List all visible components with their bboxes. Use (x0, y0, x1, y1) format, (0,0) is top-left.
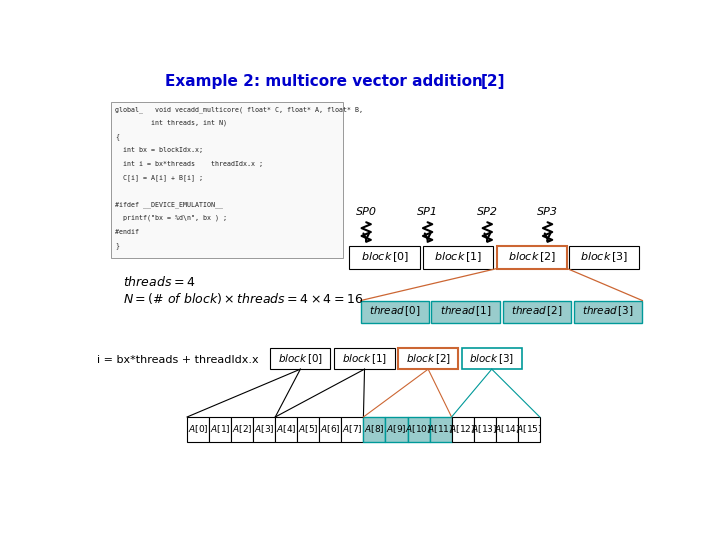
Text: i = bx*threads + threadIdx.x: i = bx*threads + threadIdx.x (96, 355, 258, 365)
Text: $thread\,[3]$: $thread\,[3]$ (582, 305, 634, 319)
Bar (462, 348, 522, 369)
Text: printf("bx = %d\n", bx ) ;: printf("bx = %d\n", bx ) ; (115, 215, 227, 221)
Text: $block\,[1]$: $block\,[1]$ (434, 250, 482, 264)
Text: $A[14]$: $A[14]$ (493, 423, 520, 435)
Text: C[i] = A[i] + B[i] ;: C[i] = A[i] + B[i] ; (115, 174, 203, 181)
Bar (503, 301, 571, 322)
Bar (187, 417, 209, 442)
Bar (341, 417, 364, 442)
Bar (569, 246, 639, 268)
Text: $block\,[3]$: $block\,[3]$ (580, 250, 628, 264)
Text: $thread\,[1]$: $thread\,[1]$ (440, 305, 492, 319)
Text: $block\,[3]$: $block\,[3]$ (469, 352, 514, 366)
Bar (495, 417, 518, 442)
Text: $block\,[2]$: $block\,[2]$ (508, 250, 556, 264)
Text: $A[13]$: $A[13]$ (472, 423, 498, 435)
Bar (349, 246, 420, 268)
Bar (209, 417, 231, 442)
Bar (275, 417, 297, 442)
Bar (270, 348, 330, 369)
Text: #ifdef __DEVICE_EMULATION__: #ifdef __DEVICE_EMULATION__ (115, 201, 223, 208)
Text: $block\,[0]$: $block\,[0]$ (361, 250, 409, 264)
Text: $block\,[0]$: $block\,[0]$ (278, 352, 323, 366)
Bar (320, 417, 341, 442)
Text: $A[4]$: $A[4]$ (276, 423, 297, 435)
Bar (451, 417, 474, 442)
Text: $A[3]$: $A[3]$ (254, 423, 274, 435)
Text: $A[2]$: $A[2]$ (232, 423, 253, 435)
Text: SP2: SP2 (477, 207, 498, 217)
Bar (111, 102, 343, 258)
Bar (361, 301, 428, 322)
Text: SP0: SP0 (356, 207, 377, 217)
Bar (398, 348, 459, 369)
Bar (297, 417, 320, 442)
Bar (431, 301, 500, 322)
Bar (518, 417, 540, 442)
Text: $A[7]$: $A[7]$ (342, 423, 363, 435)
Text: $A[12]$: $A[12]$ (449, 423, 476, 435)
Text: $A[11]$: $A[11]$ (428, 423, 454, 435)
Bar (423, 246, 493, 268)
Text: $block\,[1]$: $block\,[1]$ (342, 352, 387, 366)
Text: [2]: [2] (481, 74, 505, 89)
Bar (385, 417, 408, 442)
Text: }: } (115, 242, 119, 249)
Bar (364, 417, 385, 442)
Text: $A[15]$: $A[15]$ (516, 423, 542, 435)
Text: $A[9]$: $A[9]$ (386, 423, 407, 435)
Text: $A[0]$: $A[0]$ (188, 423, 208, 435)
Text: int i = bx*threads    threadIdx.x ;: int i = bx*threads threadIdx.x ; (115, 160, 263, 166)
Text: #endif: #endif (115, 228, 139, 234)
Bar (334, 348, 395, 369)
Text: $A[1]$: $A[1]$ (210, 423, 230, 435)
Text: $thread\,[0]$: $thread\,[0]$ (369, 305, 420, 319)
Text: $threads = 4$: $threads = 4$ (124, 275, 196, 289)
Text: $thread\,[2]$: $thread\,[2]$ (511, 305, 563, 319)
Bar (575, 301, 642, 322)
Text: $A[5]$: $A[5]$ (298, 423, 319, 435)
Bar (497, 246, 567, 268)
Text: int threads, int N): int threads, int N) (115, 120, 227, 126)
Bar (231, 417, 253, 442)
Bar (474, 417, 495, 442)
Text: {: { (115, 133, 119, 140)
Bar (253, 417, 275, 442)
Text: global_   void vecadd_multicore( float* C, float* A, float* B,: global_ void vecadd_multicore( float* C,… (115, 106, 363, 113)
Bar (408, 417, 430, 442)
Text: $A[6]$: $A[6]$ (320, 423, 341, 435)
Text: Example 2: multicore vector addition: Example 2: multicore vector addition (166, 74, 483, 89)
Bar (430, 417, 451, 442)
Text: SP3: SP3 (537, 207, 558, 217)
Text: SP1: SP1 (417, 207, 438, 217)
Text: $A[8]$: $A[8]$ (364, 423, 384, 435)
Text: $N = (\# \ of \ block) \times threads = 4 \times 4 = 16$: $N = (\# \ of \ block) \times threads = … (124, 291, 364, 306)
Text: $block\,[2]$: $block\,[2]$ (405, 352, 451, 366)
Text: int bx = blockIdx.x;: int bx = blockIdx.x; (115, 147, 203, 153)
Text: $A[10]$: $A[10]$ (405, 423, 432, 435)
